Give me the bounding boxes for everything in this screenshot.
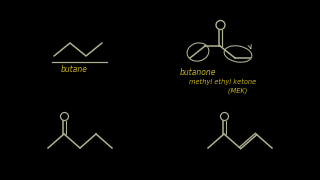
Text: butanone: butanone <box>180 68 216 77</box>
Text: methyl ethyl ketone: methyl ethyl ketone <box>189 79 257 85</box>
Text: (MEK): (MEK) <box>213 88 247 94</box>
Text: butane: butane <box>60 65 87 74</box>
